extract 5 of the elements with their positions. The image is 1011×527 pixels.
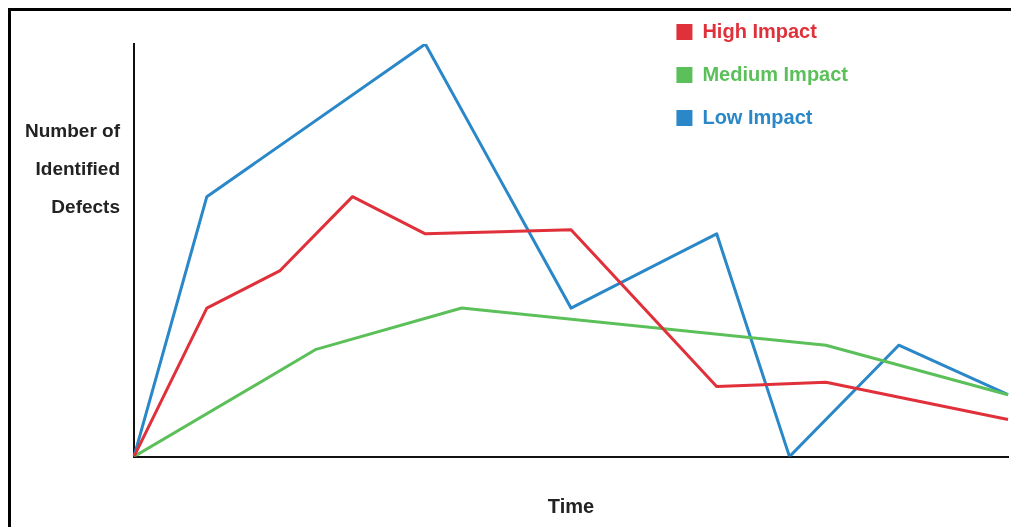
legend-label: Low Impact [702, 105, 813, 128]
y-axis-title: Number of Identified Defects [24, 119, 120, 219]
legend-label: Medium Impact [702, 62, 849, 85]
legend-label: High Impact [702, 19, 818, 42]
x-axis-title: Time [547, 494, 595, 517]
